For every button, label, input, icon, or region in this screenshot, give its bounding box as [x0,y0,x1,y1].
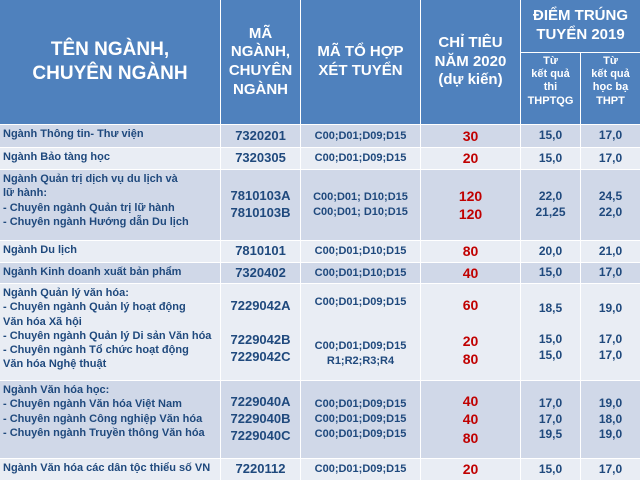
quota: 20 [462,150,479,167]
score-transcript: 17,0 [598,461,623,476]
major-name: Ngành Quản lý văn hóa: - Chuyên ngành Qu… [3,287,212,371]
table-row [0,170,640,240]
major-name: Ngành Quản trị dịch vụ du lịch và lữ hàn… [3,173,189,228]
score-transcript: 19,0 18,0 19,0 [598,396,623,442]
table-row [0,381,640,458]
grid-line [520,52,640,53]
table-row [0,263,640,283]
table-row [0,459,640,480]
quota: 60 20 80 [462,296,479,368]
major-name: Ngành Văn hóa học: - Chuyên ngành Văn hó… [3,384,205,439]
score-exam: 18,5 15,0 15,0 [538,300,563,362]
quota: 40 [462,264,479,281]
quota: 30 [462,127,479,144]
combo: C00;D01;D10;D15 [314,266,407,279]
major-code: 7810101 [235,243,286,259]
major-code: 7220112 [235,461,286,477]
combo: C00;D01;D10;D15 [314,245,407,258]
grid-line [0,124,640,125]
combo: C00;D01;D09;D15 [314,152,407,165]
score-exam: 22,0 21,25 [535,189,566,219]
header-combo: MÃ TỔ HỢP XÉT TUYỂN [301,0,420,124]
score-exam: 20,0 [538,243,563,258]
quota: 120 120 [458,187,483,222]
score-transcript: 17,0 [598,150,623,165]
major-code: 7229040A 7229040B 7229040C [230,394,291,443]
combo: C00;D01;D09;D15 [314,129,407,142]
combo: C00;D01;D09;D15 C00;D01;D09;D15 C00;D01;… [314,398,407,440]
score-transcript: 19,0 17,0 17,0 [598,300,623,362]
score-exam: 15,0 [538,150,563,165]
header-major-code: MÃ NGÀNH, CHUYÊN NGÀNH [221,0,300,124]
table-row [0,241,640,262]
grid-line [0,240,640,241]
major-name: Ngành Kinh doanh xuất bản phẩm [3,266,182,278]
header-major-name: TÊN NGÀNH, CHUYÊN NGÀNH [0,0,220,124]
major-name: Ngành Văn hóa các dân tộc thiểu số VN [3,462,211,474]
grid-line [0,147,640,148]
score-transcript: 17,0 [598,265,623,280]
score-exam: 15,0 [538,461,563,476]
quota: 20 [462,461,479,478]
major-code: 7320201 [235,127,286,143]
major-name: Ngành Du lịch [3,244,77,256]
score-transcript: 17,0 [598,128,623,143]
table-row [0,284,640,380]
major-name: Ngành Bảo tàng học [3,151,110,163]
major-code: 7810103A 7810103B [230,188,291,220]
header-score-exam: Từ kết quả thi THPTQG [521,53,580,124]
table-row [0,148,640,169]
combo: C00;D01; D10;D15 C00;D01; D10;D15 [313,191,408,218]
grid-line [0,169,640,170]
header-score-transcript: Từ kết quả học bạ THPT [581,53,640,124]
score-transcript: 24,5 22,0 [598,189,623,219]
major-name: Ngành Thông tin- Thư viện [3,128,144,140]
score-exam: 17,0 17,0 19,5 [538,396,563,442]
header-quota: CHỈ TIÊU NĂM 2020 (dự kiến) [421,0,520,124]
major-code: 7320305 [235,150,286,166]
grid-line [0,283,640,284]
score-transcript: 21,0 [598,243,623,258]
header-score-2019: ĐIỂM TRÚNG TUYỂN 2019 [521,0,640,52]
combo: C00;D01;D09;D15 C00;D01;D09;D15 R1;R2;R3… [314,295,407,368]
score-exam: 15,0 [538,128,563,143]
grid-line [0,380,640,381]
major-code: 7229042A 7229042B 7229042C [230,298,291,364]
quota: 40 40 80 [462,393,479,446]
grid-line [0,458,640,459]
score-exam: 15,0 [538,265,563,280]
grid-line [0,262,640,263]
grid-line [580,52,581,480]
combo: C00;D01;D09;D15 [314,463,407,476]
table-row [0,125,640,147]
quota: 80 [462,243,479,260]
major-code: 7320402 [235,264,286,280]
